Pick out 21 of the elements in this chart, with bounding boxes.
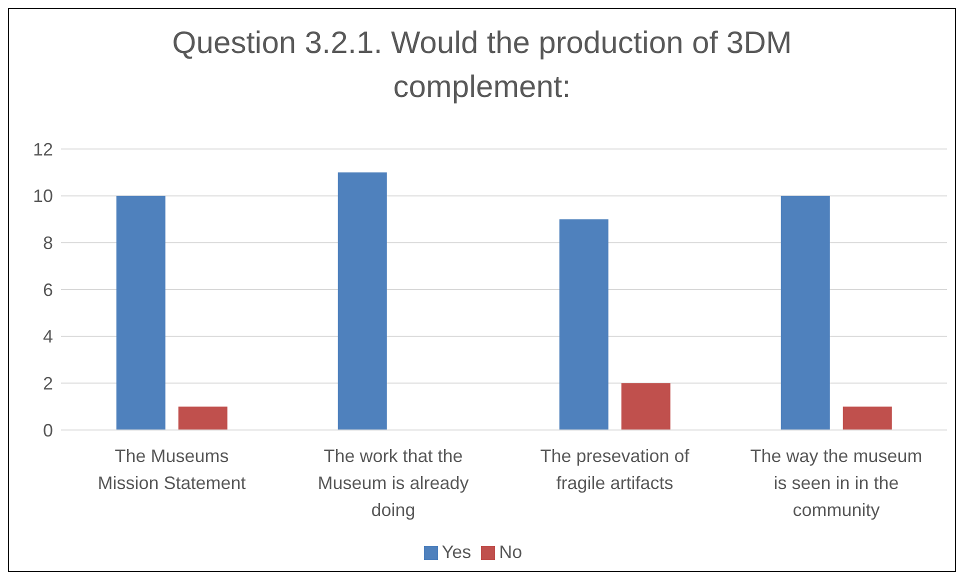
y-tick-label: 4 — [42, 326, 53, 347]
bar — [116, 196, 166, 430]
y-tick-label: 0 — [42, 420, 53, 440]
x-tick-label: The Museums Mission Statement — [98, 446, 246, 493]
bar — [621, 383, 670, 430]
chart-title: Question 3.2.1. Would the production of 3DM complement: — [171, 24, 793, 106]
bar — [178, 406, 228, 430]
y-tick-label: 10 — [32, 186, 53, 206]
legend-label: No — [499, 542, 522, 562]
bar — [338, 172, 387, 430]
bar — [842, 406, 892, 430]
y-tick-label: 8 — [42, 233, 53, 254]
y-tick-label: 12 — [32, 139, 53, 160]
bar — [559, 219, 608, 430]
legend-label: Yes — [442, 542, 472, 562]
y-tick-label: 6 — [42, 280, 53, 300]
x-tick-label: The work that the Museum is already doing — [318, 446, 469, 520]
bar — [780, 196, 830, 430]
x-tick-label: The presevation of fragile artifacts — [540, 446, 690, 493]
y-tick-label: 2 — [42, 374, 53, 394]
x-tick-label: The way the museum is seen in in the community — [750, 446, 922, 520]
